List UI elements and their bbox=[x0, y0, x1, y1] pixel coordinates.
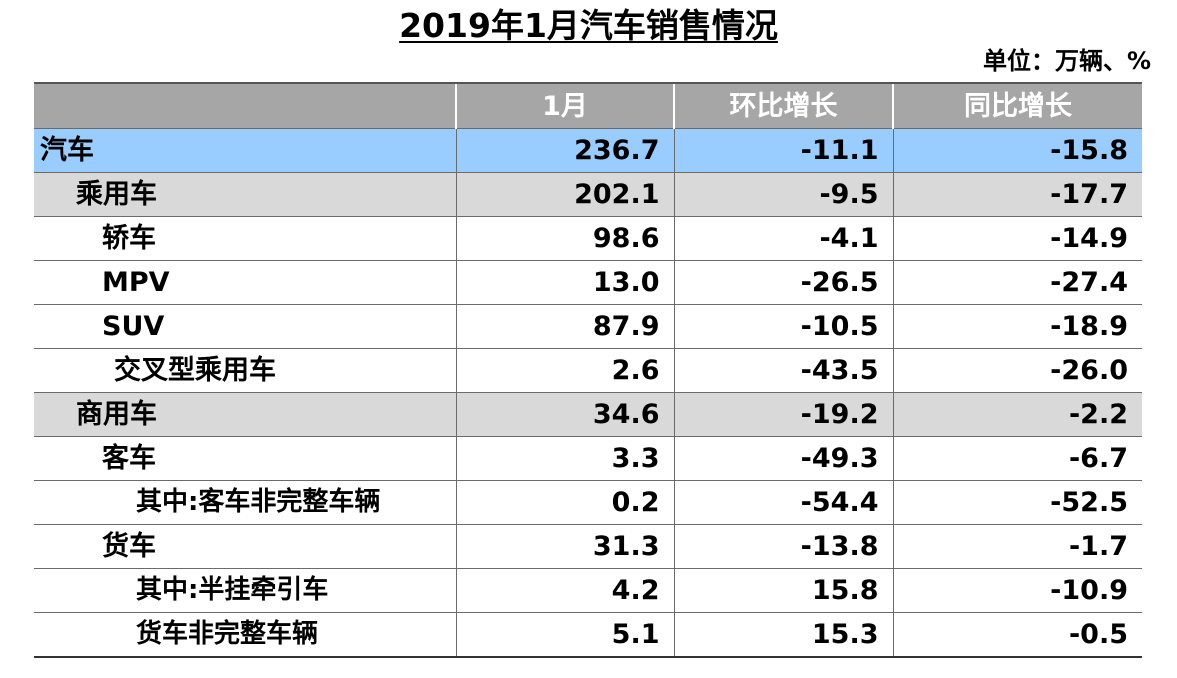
cell-mom-growth: 15.3 bbox=[673, 612, 893, 658]
cell-january: 202.1 bbox=[455, 172, 674, 217]
cell-january: 0.2 bbox=[455, 480, 674, 525]
cell-january: 87.9 bbox=[455, 304, 674, 349]
cell-mom-growth: -19.2 bbox=[673, 392, 893, 437]
table-row: 货车非完整车辆 5.1 15.3 -0.5 bbox=[34, 612, 1142, 658]
table-row: MPV 13.0 -26.5 -27.4 bbox=[34, 260, 1142, 305]
cell-january: 13.0 bbox=[455, 260, 674, 305]
page-title-text: 2019年1月汽车销售情况 bbox=[399, 6, 778, 45]
table-row: 其中:客车非完整车辆 0.2 -54.4 -52.5 bbox=[34, 480, 1142, 525]
header-row: 1月 环比增长 同比增长 bbox=[34, 82, 1142, 129]
unit-label: 单位：万辆、% bbox=[982, 47, 1151, 75]
header-category bbox=[34, 82, 456, 129]
cell-yoy-growth: -27.4 bbox=[892, 260, 1142, 305]
cell-yoy-growth: -52.5 bbox=[892, 480, 1142, 525]
row-label: 轿车 bbox=[34, 216, 456, 261]
cell-january: 4.2 bbox=[455, 568, 674, 613]
row-label: 交叉型乘用车 bbox=[34, 348, 456, 393]
row-label: 其中:半挂牵引车 bbox=[34, 568, 456, 613]
table-row: 其中:半挂牵引车 4.2 15.8 -10.9 bbox=[34, 568, 1142, 613]
cell-january: 2.6 bbox=[455, 348, 674, 393]
cell-yoy-growth: -0.5 bbox=[892, 612, 1142, 658]
row-label: MPV bbox=[34, 260, 456, 305]
cell-mom-growth: -49.3 bbox=[673, 436, 893, 481]
row-label: 乘用车 bbox=[34, 172, 456, 217]
row-label: SUV bbox=[34, 304, 456, 349]
cell-january: 34.6 bbox=[455, 392, 674, 437]
table-body: 汽车 236.7 -11.1 -15.8 乘用车 202.1 -9.5 -17.7 轿车 98.6… bbox=[34, 128, 1142, 658]
table-row: SUV 87.9 -10.5 -18.9 bbox=[34, 304, 1142, 349]
cell-mom-growth: -26.5 bbox=[673, 260, 893, 305]
cell-mom-growth: -9.5 bbox=[673, 172, 893, 217]
cell-yoy-growth: -18.9 bbox=[892, 304, 1142, 349]
cell-mom-growth: -13.8 bbox=[673, 524, 893, 569]
cell-mom-growth: -43.5 bbox=[673, 348, 893, 393]
cell-mom-growth: -4.1 bbox=[673, 216, 893, 261]
cell-yoy-growth: -14.9 bbox=[892, 216, 1142, 261]
cell-yoy-growth: -17.7 bbox=[892, 172, 1142, 217]
cell-yoy-growth: -26.0 bbox=[892, 348, 1142, 393]
cell-january: 5.1 bbox=[455, 612, 674, 658]
header-yoy-growth: 同比增长 bbox=[892, 82, 1142, 129]
cell-yoy-growth: -15.8 bbox=[892, 128, 1142, 173]
table-row: 汽车 236.7 -11.1 -15.8 bbox=[34, 128, 1142, 173]
table-row: 交叉型乘用车 2.6 -43.5 -26.0 bbox=[34, 348, 1142, 393]
table-row: 乘用车 202.1 -9.5 -17.7 bbox=[34, 172, 1142, 217]
cell-yoy-growth: -2.2 bbox=[892, 392, 1142, 437]
cell-yoy-growth: -1.7 bbox=[892, 524, 1142, 569]
cell-mom-growth: 15.8 bbox=[673, 568, 893, 613]
header-january: 1月 bbox=[455, 82, 674, 129]
row-label: 货车非完整车辆 bbox=[34, 612, 456, 658]
page-title: 2019年1月汽车销售情况 bbox=[0, 4, 1177, 48]
row-label: 其中:客车非完整车辆 bbox=[34, 480, 456, 525]
cell-yoy-growth: -6.7 bbox=[892, 436, 1142, 481]
cell-january: 98.6 bbox=[455, 216, 674, 261]
row-label: 汽车 bbox=[34, 128, 456, 173]
cell-mom-growth: -10.5 bbox=[673, 304, 893, 349]
cell-mom-growth: -54.4 bbox=[673, 480, 893, 525]
cell-mom-growth: -11.1 bbox=[673, 128, 893, 173]
table-row: 货车 31.3 -13.8 -1.7 bbox=[34, 524, 1142, 569]
cell-january: 236.7 bbox=[455, 128, 674, 173]
cell-yoy-growth: -10.9 bbox=[892, 568, 1142, 613]
table-row: 商用车 34.6 -19.2 -2.2 bbox=[34, 392, 1142, 437]
cell-january: 3.3 bbox=[455, 436, 674, 481]
row-label: 商用车 bbox=[34, 392, 456, 437]
row-label: 货车 bbox=[34, 524, 456, 569]
table-row: 客车 3.3 -49.3 -6.7 bbox=[34, 436, 1142, 481]
header-mom-growth: 环比增长 bbox=[673, 82, 893, 129]
table-row: 轿车 98.6 -4.1 -14.9 bbox=[34, 216, 1142, 261]
cell-january: 31.3 bbox=[455, 524, 674, 569]
sales-table: 1月 环比增长 同比增长 汽车 236.7 -11.1 -15.8 乘用车 202.1 -9… bbox=[34, 82, 1142, 658]
row-label: 客车 bbox=[34, 436, 456, 481]
table-header: 1月 环比增长 同比增长 bbox=[34, 82, 1142, 129]
